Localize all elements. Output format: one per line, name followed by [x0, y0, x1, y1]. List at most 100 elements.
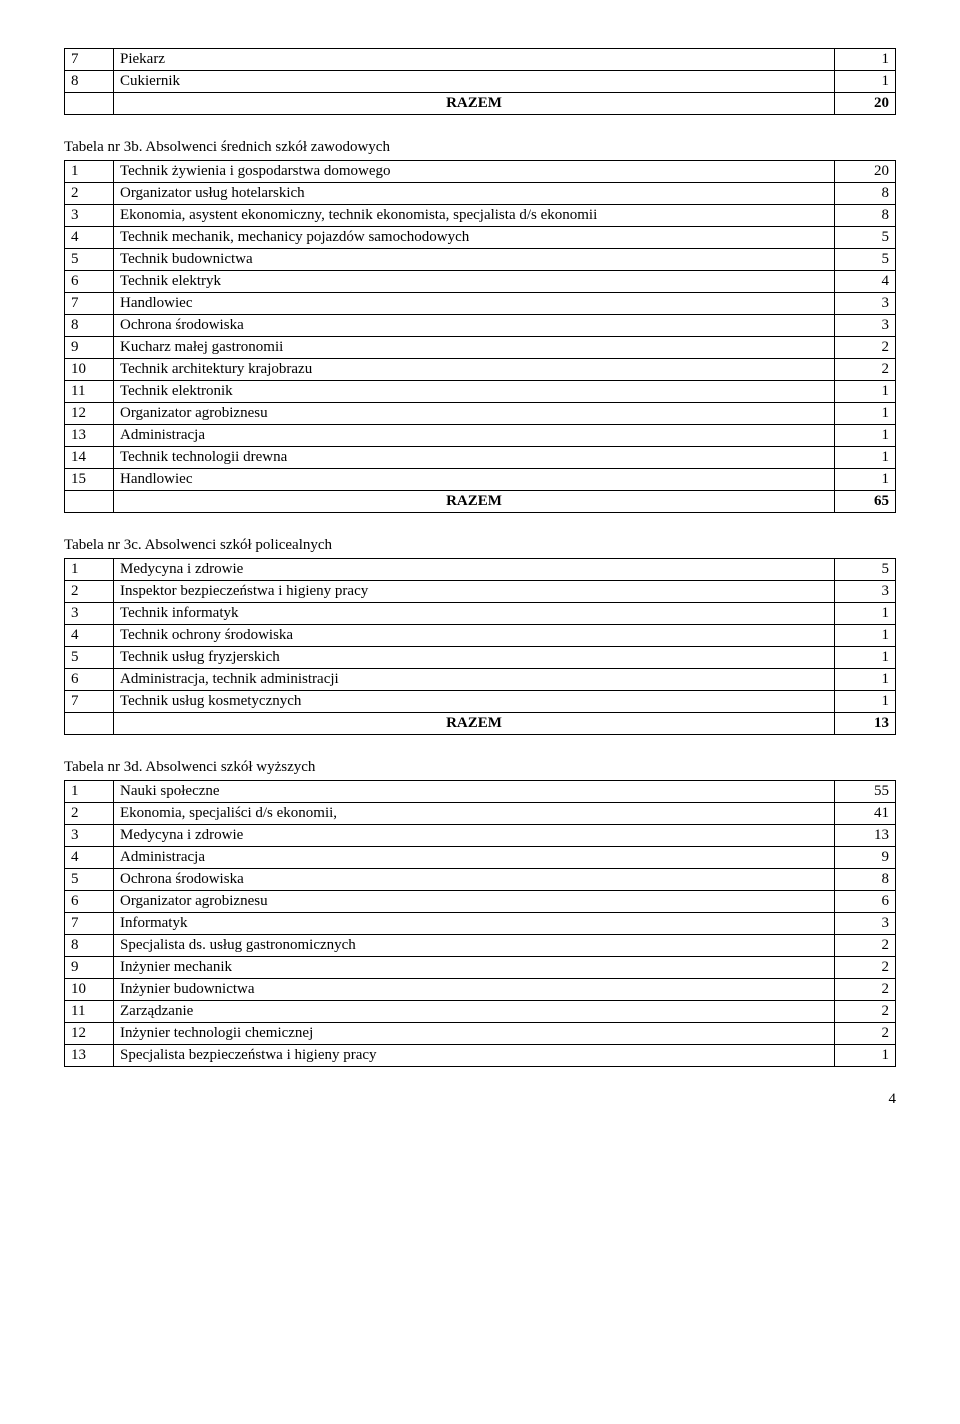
row-label: Medycyna i zdrowie: [114, 559, 835, 581]
table-row: 5Technik budownictwa5: [65, 249, 896, 271]
table3d-caption: Tabela nr 3d. Absolwenci szkół wyższych: [64, 759, 896, 776]
table3c-caption: Tabela nr 3c. Absolwenci szkół policealn…: [64, 537, 896, 554]
row-value: 2: [835, 359, 896, 381]
row-number: 4: [65, 625, 114, 647]
row-value: 1: [835, 625, 896, 647]
row-number: 7: [65, 49, 114, 71]
table-row: 1Technik żywienia i gospodarstwa domoweg…: [65, 161, 896, 183]
table-row: 4Technik mechanik, mechanicy pojazdów sa…: [65, 227, 896, 249]
table-row: 7Technik usług kosmetycznych1: [65, 691, 896, 713]
table-row: 3Ekonomia, asystent ekonomiczny, technik…: [65, 205, 896, 227]
row-number: 9: [65, 337, 114, 359]
row-number: 5: [65, 249, 114, 271]
row-label: Nauki społeczne: [114, 781, 835, 803]
table3d: 1Nauki społeczne552Ekonomia, specjaliści…: [64, 780, 896, 1067]
row-value: 1: [835, 425, 896, 447]
row-value: 2: [835, 337, 896, 359]
row-number: 13: [65, 1045, 114, 1067]
empty-cell: [65, 713, 114, 735]
row-number: 2: [65, 581, 114, 603]
row-value: 1: [835, 647, 896, 669]
row-number: 9: [65, 957, 114, 979]
razem-label: RAZEM: [114, 713, 835, 735]
row-number: 2: [65, 803, 114, 825]
row-label: Informatyk: [114, 913, 835, 935]
row-number: 12: [65, 403, 114, 425]
table3d-body: 1Nauki społeczne552Ekonomia, specjaliści…: [65, 781, 896, 1067]
row-value: 6: [835, 891, 896, 913]
table-row: 12Inżynier technologii chemicznej2: [65, 1023, 896, 1045]
table-row: 15Handlowiec1: [65, 469, 896, 491]
table-row: 6Administracja, technik administracji1: [65, 669, 896, 691]
row-number: 5: [65, 869, 114, 891]
row-label: Technik elektryk: [114, 271, 835, 293]
table3c-body: 1Medycyna i zdrowie52Inspektor bezpiecze…: [65, 559, 896, 713]
row-value: 20: [835, 161, 896, 183]
row-number: 7: [65, 691, 114, 713]
row-label: Inżynier technologii chemicznej: [114, 1023, 835, 1045]
row-label: Technik elektronik: [114, 381, 835, 403]
row-value: 1: [835, 669, 896, 691]
table3c: 1Medycyna i zdrowie52Inspektor bezpiecze…: [64, 558, 896, 735]
row-value: 8: [835, 205, 896, 227]
row-number: 8: [65, 935, 114, 957]
row-value: 1: [835, 71, 896, 93]
row-label: Inżynier mechanik: [114, 957, 835, 979]
row-value: 3: [835, 293, 896, 315]
row-number: 10: [65, 359, 114, 381]
row-number: 5: [65, 647, 114, 669]
row-value: 8: [835, 869, 896, 891]
row-label: Technik mechanik, mechanicy pojazdów sam…: [114, 227, 835, 249]
table-row: 4Technik ochrony środowiska1: [65, 625, 896, 647]
row-value: 55: [835, 781, 896, 803]
row-number: 11: [65, 1001, 114, 1023]
row-value: 2: [835, 957, 896, 979]
row-value: 8: [835, 183, 896, 205]
row-number: 15: [65, 469, 114, 491]
table-row: 13Administracja1: [65, 425, 896, 447]
table-row: 6Technik elektryk4: [65, 271, 896, 293]
table-row: 12Organizator agrobiznesu1: [65, 403, 896, 425]
row-label: Administracja: [114, 425, 835, 447]
row-label: Technik architektury krajobrazu: [114, 359, 835, 381]
row-number: 1: [65, 781, 114, 803]
table-row: 5Technik usług fryzjerskich1: [65, 647, 896, 669]
table-row: 6Organizator agrobiznesu6: [65, 891, 896, 913]
page-number: 4: [64, 1091, 896, 1108]
row-label: Organizator agrobiznesu: [114, 891, 835, 913]
table-row: 10Inżynier budownictwa2: [65, 979, 896, 1001]
row-label: Piekarz: [114, 49, 835, 71]
row-label: Specjalista bezpieczeństwa i higieny pra…: [114, 1045, 835, 1067]
row-number: 8: [65, 315, 114, 337]
row-number: 7: [65, 913, 114, 935]
table-row: 8Cukiernik1: [65, 71, 896, 93]
row-value: 1: [835, 403, 896, 425]
row-number: 4: [65, 227, 114, 249]
table-top: 7Piekarz18Cukiernik1 RAZEM 20: [64, 48, 896, 115]
table3b-caption: Tabela nr 3b. Absolwenci średnich szkół …: [64, 139, 896, 156]
row-label: Specjalista ds. usług gastronomicznych: [114, 935, 835, 957]
row-value: 5: [835, 559, 896, 581]
row-label: Ochrona środowiska: [114, 869, 835, 891]
row-value: 1: [835, 49, 896, 71]
razem-label: RAZEM: [114, 93, 835, 115]
razem-value: 65: [835, 491, 896, 513]
row-value: 41: [835, 803, 896, 825]
table-row: 9Inżynier mechanik2: [65, 957, 896, 979]
table-row: 8Specjalista ds. usług gastronomicznych2: [65, 935, 896, 957]
table3c-razem-row: RAZEM 13: [65, 713, 896, 735]
razem-label: RAZEM: [114, 491, 835, 513]
row-label: Administracja, technik administracji: [114, 669, 835, 691]
row-number: 8: [65, 71, 114, 93]
row-value: 3: [835, 315, 896, 337]
row-label: Kucharz małej gastronomii: [114, 337, 835, 359]
empty-cell: [65, 93, 114, 115]
table-row: 2Ekonomia, specjaliści d/s ekonomii,41: [65, 803, 896, 825]
table-row: 9Kucharz małej gastronomii2: [65, 337, 896, 359]
empty-cell: [65, 491, 114, 513]
row-label: Medycyna i zdrowie: [114, 825, 835, 847]
row-value: 9: [835, 847, 896, 869]
row-value: 2: [835, 1001, 896, 1023]
row-value: 2: [835, 1023, 896, 1045]
row-number: 4: [65, 847, 114, 869]
